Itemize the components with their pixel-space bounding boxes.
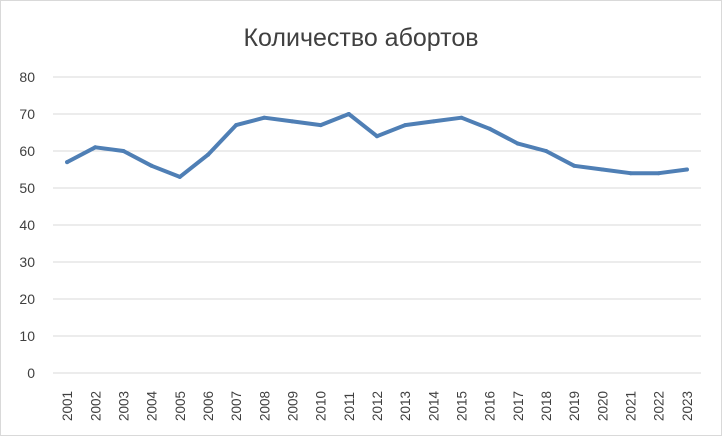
y-tick-label: 0: [27, 365, 35, 381]
data-point-2008: [262, 115, 267, 120]
x-tick-label: 2016: [483, 391, 498, 421]
x-tick-label: 2021: [624, 391, 639, 421]
y-tick-label: 10: [19, 328, 35, 344]
x-tick-label: 2023: [680, 391, 695, 421]
series-layer: [65, 112, 689, 179]
x-tick-label: 2020: [595, 391, 610, 421]
gridlines: [53, 76, 701, 374]
series-line-0: [65, 112, 689, 179]
data-point-2011: [346, 112, 351, 116]
y-tick-label: 20: [19, 291, 35, 307]
x-tick-label: 2014: [426, 390, 441, 421]
data-point-2019: [572, 163, 577, 168]
x-tick-label: 2005: [173, 391, 188, 421]
data-point-2018: [544, 149, 549, 153]
y-tick-label: 50: [19, 180, 35, 196]
data-point-2022: [656, 171, 661, 176]
data-point-2009: [290, 119, 295, 124]
data-point-2013: [403, 123, 408, 128]
x-tick-label: 2009: [285, 391, 300, 421]
x-tick-label: 2022: [652, 391, 667, 421]
x-tick-label: 2019: [567, 391, 582, 421]
x-tick-label: 2015: [455, 391, 470, 421]
data-point-2002: [93, 145, 98, 150]
data-point-2005: [177, 174, 182, 179]
data-point-2001: [65, 160, 70, 165]
data-point-2014: [431, 119, 436, 124]
chart-title: Количество абортов: [243, 24, 478, 52]
y-tick-label: 60: [19, 143, 35, 159]
x-tick-label: 2011: [342, 392, 357, 421]
x-axis-tick-labels: 2001 2002 2003 2004 2005 2006 2007 2008 2009 2010…: [60, 390, 695, 421]
data-point-2004: [149, 163, 154, 168]
x-tick-label: 2004: [145, 390, 160, 421]
data-point-2016: [487, 126, 492, 131]
x-tick-label: 2010: [314, 391, 329, 421]
y-tick-label: 70: [19, 106, 35, 122]
data-point-2015: [459, 115, 464, 120]
x-tick-label: 2002: [88, 391, 103, 421]
data-point-2017: [515, 141, 520, 146]
y-tick-label: 40: [19, 217, 35, 233]
x-tick-label: 2013: [398, 391, 413, 421]
data-point-2003: [121, 149, 126, 153]
x-tick-label: 2008: [257, 391, 272, 421]
data-point-2007: [234, 123, 239, 128]
x-tick-label: 2017: [511, 391, 526, 421]
data-point-2006: [205, 152, 210, 157]
x-tick-label: 2018: [539, 391, 554, 421]
y-tick-label: 30: [19, 254, 35, 270]
x-tick-label: 2007: [229, 391, 244, 421]
y-tick-label: 80: [19, 69, 35, 85]
x-tick-label: 2006: [201, 391, 216, 421]
data-point-2012: [375, 134, 379, 139]
data-point-2023: [684, 167, 689, 172]
data-point-2010: [318, 123, 323, 128]
x-tick-label: 2012: [370, 391, 385, 421]
y-axis-tick-labels: 0 10 20 30 40 50 60 70 80: [19, 69, 35, 381]
x-tick-label: 2001: [60, 391, 75, 421]
x-tick-label: 2003: [116, 391, 131, 421]
data-point-2020: [600, 167, 605, 172]
data-point-2021: [628, 171, 633, 176]
